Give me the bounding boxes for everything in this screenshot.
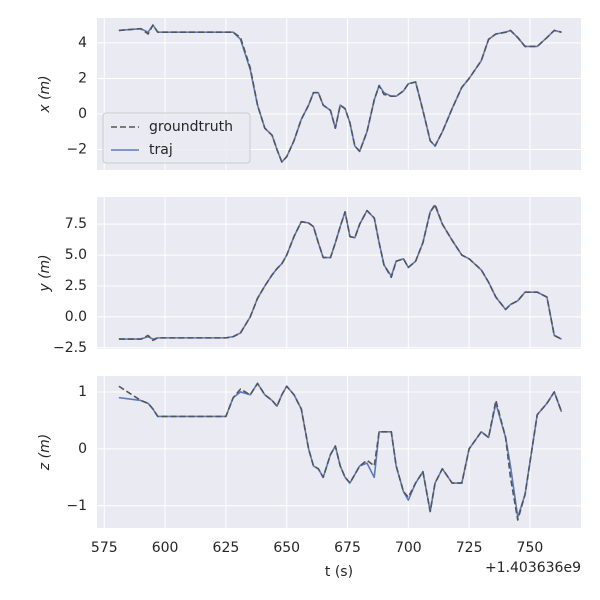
y-tick-label: 4 bbox=[78, 35, 87, 51]
x-tick-label: 725 bbox=[456, 540, 483, 556]
x-tick-label: 575 bbox=[91, 540, 118, 556]
y-tick-label: −2 bbox=[66, 142, 87, 158]
y-tick-label: 2.5 bbox=[65, 278, 87, 294]
legend: groundtruth traj bbox=[102, 112, 251, 164]
series-line bbox=[118, 382, 563, 521]
y-axis-label: z (m) bbox=[37, 434, 53, 471]
subplot: −2.5 0.0 2.5 5.0 7.5 y (m) bbox=[37, 197, 581, 356]
x-tick-label: 600 bbox=[152, 540, 179, 556]
axis-offset: +1.403636e9 bbox=[485, 560, 581, 576]
x-tick-label: 750 bbox=[517, 540, 544, 556]
x-tick-label: 625 bbox=[213, 540, 240, 556]
y-tick-label: 0.0 bbox=[65, 309, 87, 325]
y-tick-label: −1 bbox=[66, 498, 87, 514]
x-tick-label: 675 bbox=[334, 540, 361, 556]
legend-label: groundtruth bbox=[149, 119, 233, 135]
x-tick-label: 700 bbox=[395, 540, 422, 556]
y-tick-label: −2.5 bbox=[53, 340, 87, 356]
series-line bbox=[118, 203, 562, 342]
y-tick-label: 5.0 bbox=[65, 247, 87, 263]
x-tick-label: 650 bbox=[273, 540, 300, 556]
y-tick-label: 0 bbox=[78, 106, 87, 122]
x-axis-label: t (s) bbox=[325, 564, 353, 580]
plot-area bbox=[97, 376, 581, 528]
y-tick-label: 1 bbox=[78, 384, 87, 400]
y-tick-label: 0 bbox=[78, 441, 87, 457]
y-tick-label: 2 bbox=[78, 70, 87, 86]
legend-label: traj bbox=[149, 142, 173, 158]
legend-box bbox=[102, 112, 251, 164]
y-axis-label: y (m) bbox=[37, 254, 53, 292]
series-line bbox=[118, 24, 562, 163]
y-tick-label: 7.5 bbox=[65, 216, 87, 232]
subplot: 575 600 625 650 675 700 725 750 −1 0 1 z (m) t (s) +1… bbox=[37, 376, 581, 580]
plot-area bbox=[97, 197, 581, 349]
y-axis-label: x (m) bbox=[37, 75, 53, 113]
